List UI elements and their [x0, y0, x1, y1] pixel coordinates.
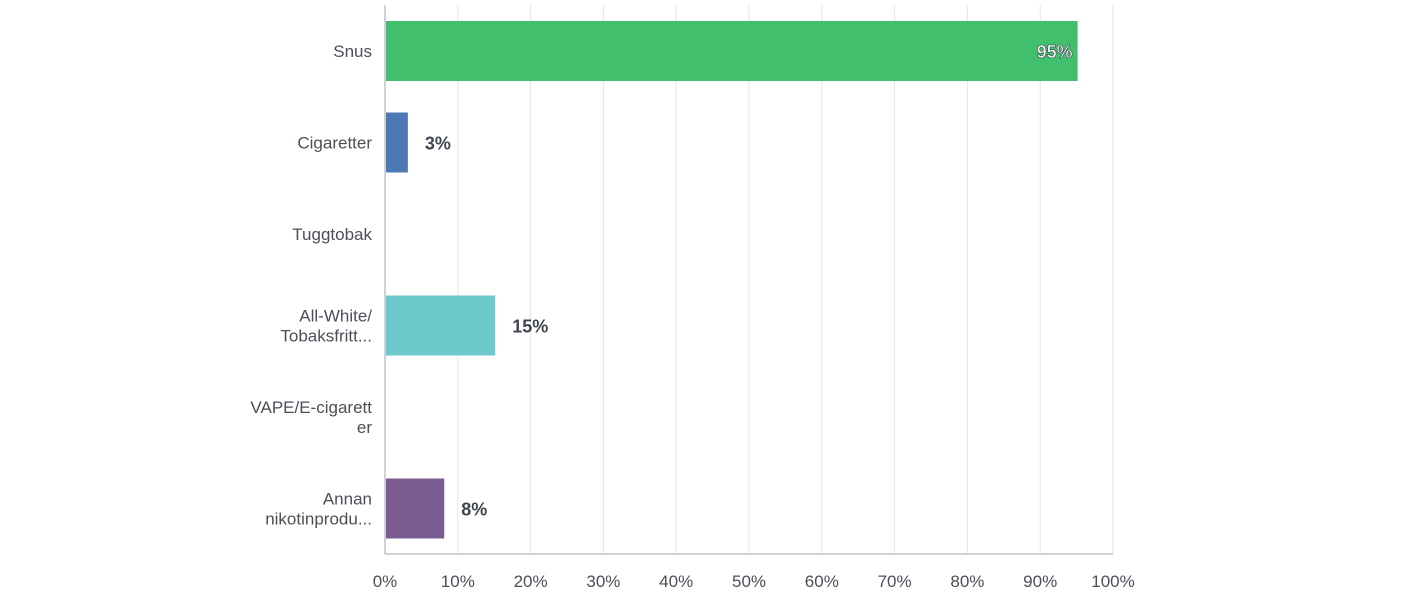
x-tick-label-30: 30%	[586, 572, 620, 591]
data-label-all-white-tobaksfritt: 15%	[512, 317, 548, 337]
x-tick-label-70: 70%	[878, 572, 912, 591]
x-tick-label-60: 60%	[805, 572, 839, 591]
category-label-cigaretter: Cigaretter	[297, 134, 372, 153]
x-tick-label-100: 100%	[1091, 572, 1134, 591]
category-label-snus: Snus	[333, 42, 372, 61]
bar-all-white-tobaksfritt	[386, 295, 496, 356]
x-tick-label-40: 40%	[659, 572, 693, 591]
x-tick-label-10: 10%	[441, 572, 475, 591]
category-label-annan-nikotinprodu: Annan nikotinprodu...	[265, 490, 372, 529]
x-tick-label-80: 80%	[950, 572, 984, 591]
labels: 0% 10% 20% 30% 40% 50% 60% 70% 80% 90% 100% Snus 95%…	[250, 42, 1134, 591]
x-tick-label-0: 0%	[373, 572, 398, 591]
data-label-annan-nikotinprodu: 8%	[461, 500, 487, 520]
data-label-cigaretter: 3%	[425, 134, 451, 154]
category-label-vape-e-cigarett-er: VAPE/E-cigarett er	[250, 398, 372, 437]
x-tick-label-90: 90%	[1023, 572, 1057, 591]
grid-lines	[457, 5, 1114, 554]
category-label-all-white-tobaksfritt: All-White/Tobaksfritt...	[280, 307, 372, 346]
bar-annan-nikotinprodu	[386, 478, 445, 539]
x-tick-label-50: 50%	[732, 572, 766, 591]
data-label-snus: 95%	[1037, 42, 1073, 62]
x-tick-label-20: 20%	[514, 572, 548, 591]
category-label-tuggtobak: Tuggtobak	[292, 225, 372, 244]
bars	[386, 21, 1078, 539]
bar-snus	[386, 21, 1078, 81]
axes	[384, 5, 1113, 555]
bar-cigaretter	[386, 112, 408, 173]
